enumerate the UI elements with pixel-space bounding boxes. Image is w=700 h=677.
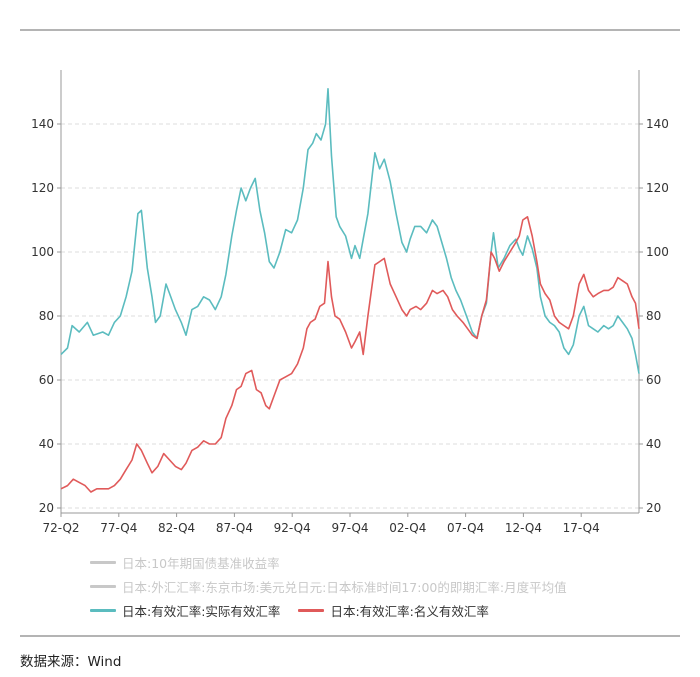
y-tick-label-right: 100 — [646, 245, 669, 259]
legend-row-1: 日本:10年期国债基准收益率 — [90, 553, 298, 572]
y-tick-label-left: 60 — [39, 373, 54, 387]
y-tick-label-right: 140 — [646, 117, 669, 131]
legend-item-reer[interactable]: 日本:有效汇率:实际有效汇率 — [90, 601, 280, 620]
y-tick-label-left: 20 — [39, 501, 54, 515]
legend-swatch — [90, 561, 116, 564]
x-tick-label: 92-Q4 — [274, 521, 311, 535]
y-tick-label-left: 100 — [31, 245, 54, 259]
series-lines — [60, 88, 640, 493]
legend-label: 日本:外汇汇率:东京市场:美元兑日元:日本标准时间17:00的即期汇率:月度平均… — [122, 580, 567, 595]
y-tick-label-left: 140 — [31, 117, 54, 131]
x-ticks: 72-Q2 77-Q4 82-Q4 87-Q4 92-Q4 97-Q4 02-Q4 07-Q4… — [42, 513, 600, 535]
grid-lines — [61, 123, 639, 509]
legend-item-jgb-10y[interactable]: 日本:10年期国债基准收益率 — [90, 553, 280, 572]
legend-item-usdjpy[interactable]: 日本:外汇汇率:东京市场:美元兑日元:日本标准时间17:00的即期汇率:月度平均… — [90, 577, 567, 596]
x-tick-label: 07-Q4 — [447, 521, 484, 535]
x-tick-label: 72-Q2 — [42, 521, 79, 535]
y-tick-label-right: 60 — [646, 373, 661, 387]
legend-label: 日本:10年期国债基准收益率 — [122, 556, 280, 571]
x-tick-label: 02-Q4 — [389, 521, 426, 535]
legend-swatch — [90, 609, 116, 612]
y-tick-label-left: 120 — [31, 181, 54, 195]
y-tick-label-right: 40 — [646, 437, 661, 451]
y-tick-label-right: 20 — [646, 501, 661, 515]
legend-row-2: 日本:外汇汇率:东京市场:美元兑日元:日本标准时间17:00的即期汇率:月度平均… — [90, 577, 585, 596]
y-tick-label-left: 80 — [39, 309, 54, 323]
legend-item-neer[interactable]: 日本:有效汇率:名义有效汇率 — [298, 601, 489, 620]
source-note: 数据来源：Wind — [20, 654, 122, 670]
legend-swatch — [90, 585, 116, 588]
effective-exchange-rate-chart: 20 40 60 80 100 120 140 20 40 60 80 100 120 140 72-Q… — [20, 29, 680, 535]
x-tick-label: 17-Q4 — [563, 521, 600, 535]
x-tick-label: 77-Q4 — [100, 521, 137, 535]
x-tick-label: 12-Q4 — [505, 521, 542, 535]
series-line-neer — [60, 216, 640, 493]
series-line-reer — [60, 88, 640, 374]
x-tick-label: 87-Q4 — [216, 521, 253, 535]
legend-swatch — [298, 609, 325, 612]
y-tick-label-right: 120 — [646, 181, 669, 195]
right-y-ticks: 20 40 60 80 100 120 140 — [639, 117, 669, 515]
legend-label: 日本:有效汇率:实际有效汇率 — [122, 604, 281, 619]
legend-row-3: 日本:有效汇率:实际有效汇率 日本:有效汇率:名义有效汇率 — [90, 601, 507, 620]
bottom-rule-wrap — [20, 635, 680, 637]
left-y-ticks: 20 40 60 80 100 120 140 — [31, 117, 61, 515]
y-tick-label-left: 40 — [39, 437, 54, 451]
x-tick-label: 82-Q4 — [158, 521, 195, 535]
y-tick-label-right: 80 — [646, 309, 661, 323]
x-tick-label: 97-Q4 — [331, 521, 368, 535]
legend-label: 日本:有效汇率:名义有效汇率 — [330, 604, 489, 619]
